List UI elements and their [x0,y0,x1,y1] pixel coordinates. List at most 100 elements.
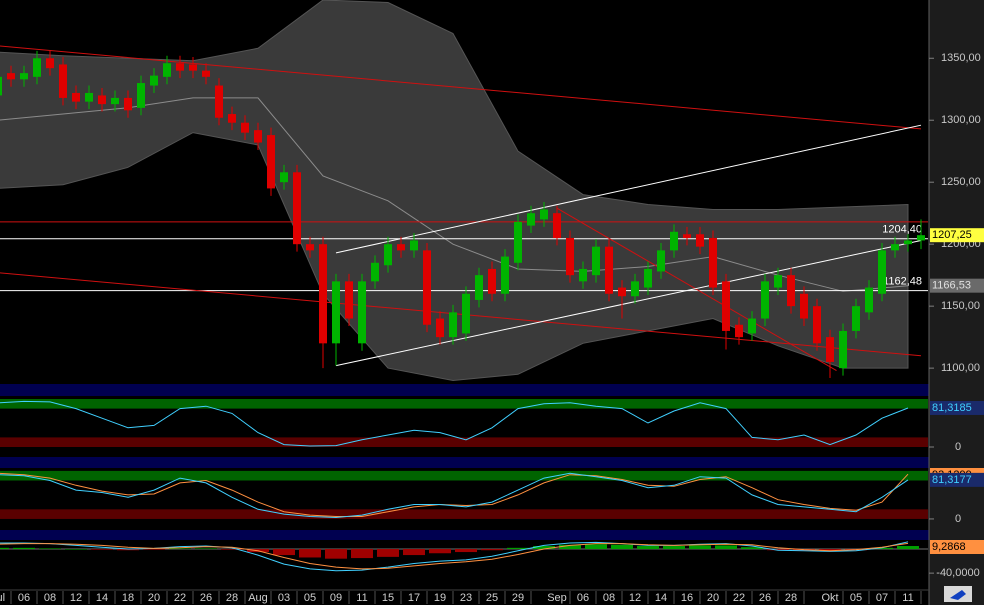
date-label: 16 [681,592,693,604]
price-tag [930,228,984,243]
trend-line [0,272,922,357]
candle-body [878,250,886,294]
candle-body [696,234,704,247]
date-label: 20 [707,592,719,604]
plot-layer: 1204,40 1162,48 Jul 06 08 12 14 18 20 22 26 28 Aug 03… [0,0,928,604]
histogram-bar [91,549,113,550]
histogram-bar [871,547,893,550]
zone [0,509,928,519]
price-tag-label: 81,3177 [932,474,972,486]
candle-body [852,306,860,331]
candle-body [189,64,197,71]
candle-body [735,324,743,338]
candle-body [137,83,145,108]
histogram-bar [429,549,451,554]
date-label: Jul [0,592,5,604]
date-label: 03 [278,592,290,604]
date-label: 11 [902,592,913,604]
candle-body [865,287,873,313]
candle-body [293,172,301,245]
date-label: 20 [148,592,160,604]
candle-body [150,75,158,86]
candle-body [475,275,483,300]
candle-body [813,306,821,344]
panel-separator [0,530,929,540]
price-tag-label: 1166,53 [932,280,971,292]
price-tag-label: 1207,25 [932,229,972,241]
candle-body [839,330,847,369]
candle-body [423,250,431,325]
histogram-bar [741,547,763,550]
level-label: 1162,48 [883,276,922,288]
candle-body [683,234,691,238]
date-label: Aug [248,592,268,604]
candle-body [618,287,626,297]
histogram-bar [767,549,789,551]
candle-body [163,63,171,77]
histogram-bar [533,546,555,550]
trend-line [556,207,837,372]
bollinger-mid [0,97,909,292]
zone [0,470,928,481]
histogram-bar [559,544,581,550]
date-label: 05 [304,592,316,604]
candle-body [72,92,80,102]
candle-body [462,293,470,334]
date-label: 18 [122,592,134,604]
candle-body [579,268,587,282]
candle-body [59,64,67,98]
candle-body [0,76,2,96]
candle-body [358,281,366,344]
date-label: 07 [876,592,888,604]
date-label: 14 [96,592,108,604]
y-tick-label: 1150,00 [941,300,980,312]
candle-body [644,268,652,288]
price-tag [930,278,984,293]
candle-body [527,213,535,226]
histogram-bar [585,544,607,550]
candle-body [241,122,249,133]
candle-body [514,221,522,263]
date-label: 19 [434,592,446,604]
indicator-line [0,542,909,570]
histogram-bar [221,549,243,550]
histogram-bar [65,549,87,550]
histogram-bar [117,549,139,551]
y-tick-label: 1300,00 [941,114,981,126]
y-tick-label: 0 [955,513,961,525]
candle-body [267,135,275,189]
histogram-bar [715,545,737,550]
date-label: 08 [44,592,56,604]
histogram-bar [481,549,503,551]
price-tag [930,540,984,554]
histogram-bar [39,548,61,550]
candle-body [917,235,925,241]
histogram-bar [507,547,529,550]
trend-line [0,45,922,130]
histogram-bar [611,544,633,550]
candle-body [397,244,405,251]
histogram-bar [819,549,841,551]
date-label: 12 [70,592,82,604]
candle-body [904,240,912,245]
date-label: 05 [850,592,862,604]
date-label: 22 [733,592,745,604]
candle-body [319,244,327,344]
candle-body [722,281,730,331]
date-label: 15 [382,592,394,604]
corner-icon[interactable] [944,586,972,602]
date-label: 06 [18,592,30,604]
candle-body [800,293,808,319]
candle-body [566,237,574,276]
candle-body [371,262,379,282]
histogram-bar [455,549,477,553]
price-tag [930,472,984,487]
histogram-bar [637,546,659,550]
tag-layer: 1100,001150,001200,001250,001300,001350,… [929,52,984,579]
price-tag [930,400,984,415]
candle-body [631,281,639,297]
candle-body [488,268,496,294]
trend-line [335,124,922,254]
icon-arrow [950,590,966,600]
